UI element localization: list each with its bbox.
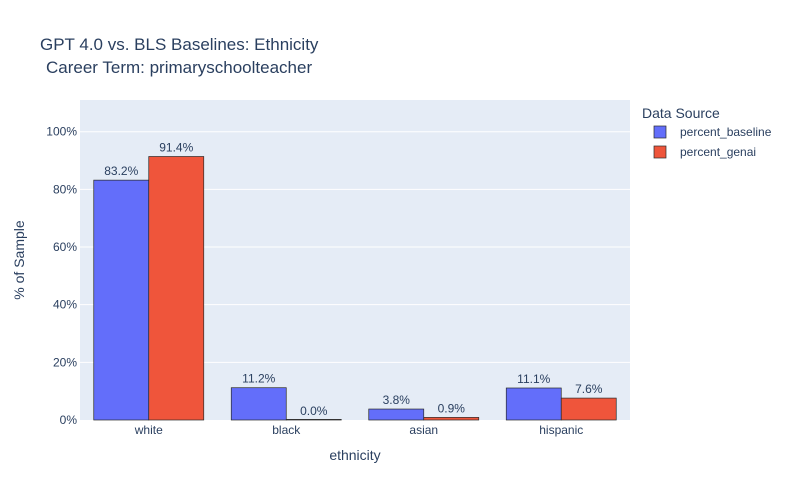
x-tick-label: white [134, 423, 163, 437]
data-label-percent_genai-hispanic: 7.6% [575, 382, 603, 396]
data-label-percent_baseline-white: 83.2% [104, 164, 138, 178]
x-tick-label: hispanic [539, 423, 583, 437]
bars [93, 156, 617, 421]
bar-percent_genai-black [285, 419, 342, 421]
y-tick-label: 80% [53, 182, 77, 196]
legend-items: percent_baseline percent_genai [653, 125, 772, 159]
legend-label-percent_baseline: percent_baseline [680, 125, 772, 139]
y-tick-label: 100% [46, 125, 77, 139]
legend-title: Data Source [642, 105, 720, 121]
data-label-percent_genai-black: 0.0% [300, 404, 328, 418]
y-axis-ticks: 0% 20% 40% 60% 80% 100% [46, 125, 77, 427]
x-axis-ticks: white black asian hispanic [134, 423, 584, 437]
legend-label-percent_genai: percent_genai [680, 145, 756, 159]
x-tick-label: asian [409, 423, 438, 437]
y-axis-title: % of Sample [11, 220, 27, 300]
y-tick-label: 0% [60, 413, 78, 427]
y-tick-label: 20% [53, 355, 77, 369]
legend-swatch-percent_baseline [653, 125, 667, 139]
data-label-percent_baseline-black: 11.2% [242, 372, 275, 386]
chart-subtitle: Career Term: primaryschoolteacher [46, 58, 312, 77]
x-tick-label: black [272, 423, 301, 437]
data-label-percent_baseline-hispanic: 11.1% [517, 372, 550, 386]
y-tick-label: 60% [53, 240, 77, 254]
bar-percent_genai-hispanic [560, 397, 617, 421]
data-label-percent_baseline-asian: 3.8% [383, 393, 411, 407]
legend-swatch-percent_genai [653, 145, 667, 159]
y-tick-label: 40% [53, 298, 77, 312]
bar-percent_baseline-hispanic [505, 387, 562, 421]
data-labels: 83.2% 91.4% 11.2% 0.0% 3.8% 0.9% 11.1% 7.6% [104, 141, 603, 418]
data-label-percent_genai-white: 91.4% [159, 141, 193, 155]
legend: Data Source percent_baseline percent_gena… [642, 105, 772, 159]
bar-percent_genai-asian [423, 417, 480, 421]
data-label-percent_genai-asian: 0.9% [438, 401, 466, 415]
x-axis-title: ethnicity [329, 447, 380, 463]
bar-percent_genai-white [148, 156, 205, 421]
chart-title: GPT 4.0 vs. BLS Baselines: Ethnicity [40, 35, 319, 54]
bar-percent_baseline-white [93, 179, 150, 421]
bar-percent_baseline-black [230, 387, 287, 421]
bar-percent_baseline-asian [368, 408, 425, 421]
